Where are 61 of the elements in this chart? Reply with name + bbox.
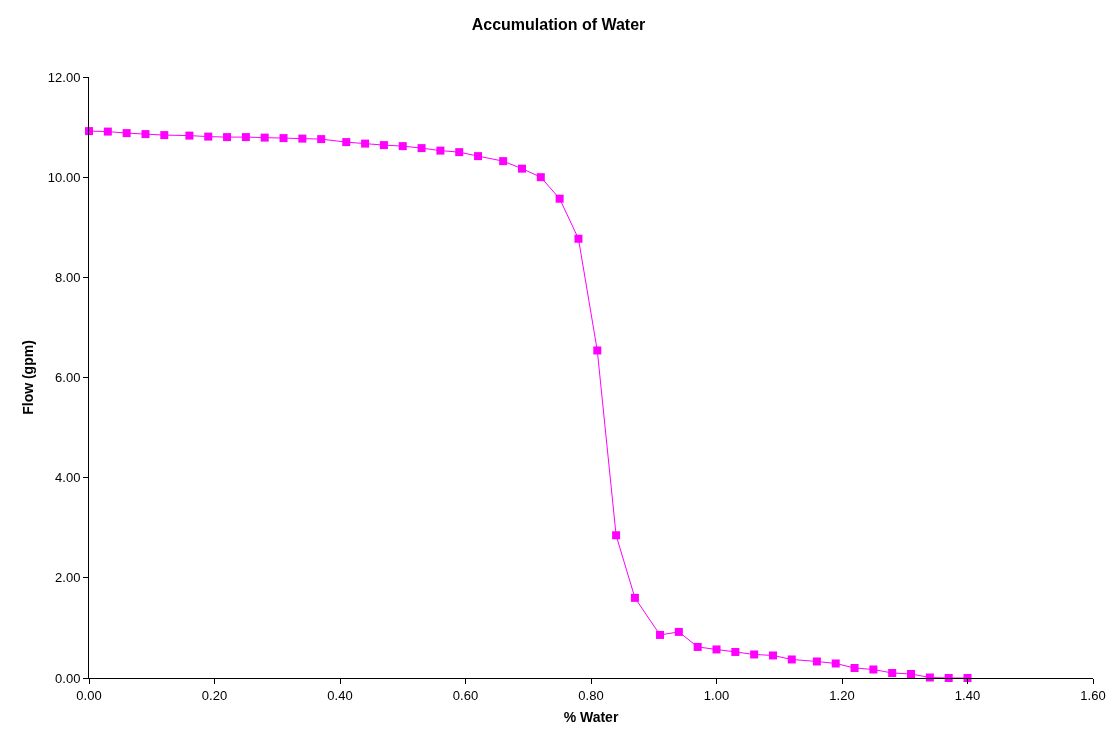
point [536, 173, 545, 182]
point [361, 139, 370, 148]
point [103, 127, 112, 136]
point [656, 630, 665, 639]
point [693, 642, 702, 651]
point [185, 131, 194, 140]
point [517, 164, 526, 173]
point [768, 651, 777, 660]
point [812, 657, 821, 666]
point [593, 346, 602, 355]
point [141, 130, 150, 139]
x-tick-label: 1.40 [954, 687, 981, 703]
y-tick-label: 2.00 [55, 570, 81, 586]
point [499, 157, 508, 166]
point [674, 627, 683, 636]
point [750, 650, 759, 659]
point [398, 142, 407, 151]
y-tick-label: 6.00 [55, 370, 81, 386]
point [787, 655, 796, 664]
point [342, 138, 351, 147]
point [474, 152, 483, 161]
point [317, 135, 326, 144]
point [630, 593, 639, 602]
point [555, 194, 564, 203]
x-tick-label: 0.80 [578, 687, 604, 703]
y-tick-label: 0.00 [55, 670, 81, 686]
point [712, 645, 721, 654]
x-tick-label: 0.40 [327, 687, 353, 703]
point [436, 146, 445, 155]
point [122, 129, 131, 138]
point [455, 148, 464, 157]
point [831, 659, 840, 668]
y-tick-label: 4.00 [55, 470, 81, 486]
y-tick-label: 12.00 [47, 69, 81, 85]
point [298, 134, 307, 143]
point [379, 141, 388, 150]
x-tick-label: 1.60 [1080, 687, 1106, 703]
point [850, 663, 859, 672]
y-axis-title: Flow (gpm) [20, 340, 37, 415]
point [731, 647, 740, 656]
x-tick-label: 0.00 [76, 687, 102, 703]
point [888, 668, 897, 677]
chart-title: Accumulation of Water [471, 15, 646, 33]
x-axis-title: % Water [563, 708, 619, 725]
point [204, 132, 213, 141]
point [907, 669, 916, 678]
x-tick-label: 0.20 [201, 687, 228, 703]
y-tick-label: 10.00 [47, 169, 81, 185]
point [223, 133, 232, 142]
point [279, 134, 288, 143]
x-tick-label: 1.20 [829, 687, 855, 703]
point [160, 131, 169, 140]
y-tick-label: 8.00 [55, 269, 81, 285]
point [612, 531, 621, 540]
point [260, 133, 269, 142]
point [574, 234, 583, 243]
x-tick-label: 0.60 [452, 687, 479, 703]
point [241, 133, 250, 142]
point [869, 665, 878, 674]
point [417, 144, 426, 153]
x-tick-label: 1.00 [703, 687, 730, 703]
